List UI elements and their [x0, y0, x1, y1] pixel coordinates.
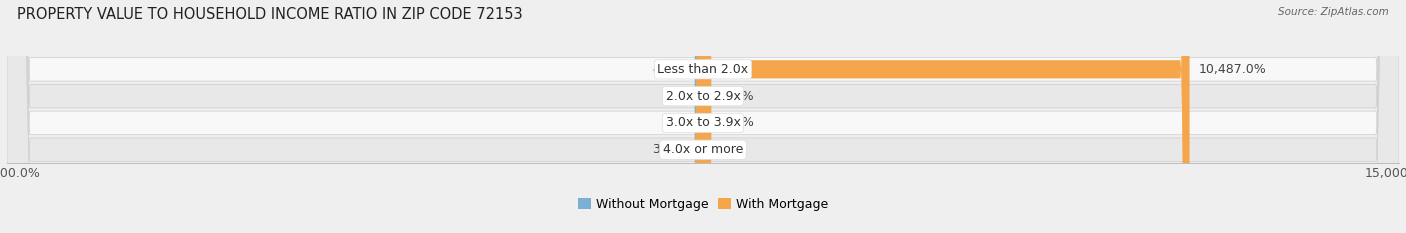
Legend: Without Mortgage, With Mortgage: Without Mortgage, With Mortgage	[574, 193, 832, 216]
Text: 38.7%: 38.7%	[714, 116, 754, 129]
Text: 8.9%: 8.9%	[713, 143, 745, 156]
Text: PROPERTY VALUE TO HOUSEHOLD INCOME RATIO IN ZIP CODE 72153: PROPERTY VALUE TO HOUSEHOLD INCOME RATIO…	[17, 7, 523, 22]
Text: 37.0%: 37.0%	[652, 143, 692, 156]
FancyBboxPatch shape	[7, 0, 1399, 233]
Text: 2.0x to 2.9x: 2.0x to 2.9x	[665, 90, 741, 103]
FancyBboxPatch shape	[696, 0, 713, 233]
FancyBboxPatch shape	[693, 0, 711, 233]
Text: 44.3%: 44.3%	[652, 63, 692, 76]
FancyBboxPatch shape	[696, 0, 713, 233]
Text: 3.0x to 3.9x: 3.0x to 3.9x	[665, 116, 741, 129]
FancyBboxPatch shape	[7, 0, 1399, 233]
FancyBboxPatch shape	[7, 0, 1399, 233]
Text: 4.0x or more: 4.0x or more	[662, 143, 744, 156]
FancyBboxPatch shape	[695, 0, 713, 233]
Text: 8.2%: 8.2%	[661, 90, 693, 103]
Text: Source: ZipAtlas.com: Source: ZipAtlas.com	[1278, 7, 1389, 17]
FancyBboxPatch shape	[693, 0, 710, 233]
FancyBboxPatch shape	[7, 0, 1399, 233]
Text: 8.0%: 8.0%	[661, 116, 693, 129]
Text: Less than 2.0x: Less than 2.0x	[658, 63, 748, 76]
FancyBboxPatch shape	[693, 0, 711, 233]
FancyBboxPatch shape	[703, 0, 1189, 233]
FancyBboxPatch shape	[693, 0, 710, 233]
Text: 10,487.0%: 10,487.0%	[1199, 63, 1267, 76]
Text: 39.1%: 39.1%	[714, 90, 754, 103]
